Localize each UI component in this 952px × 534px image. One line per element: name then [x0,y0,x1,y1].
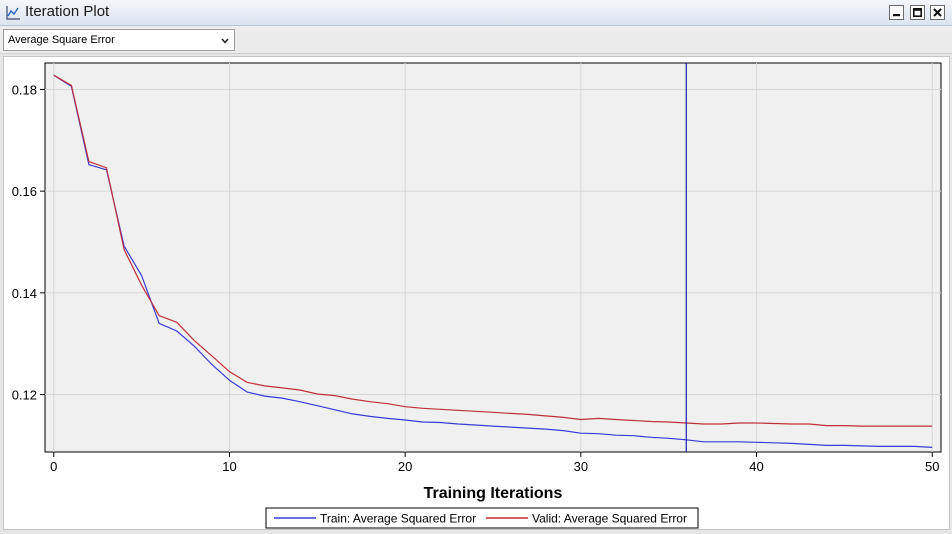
minimize-button[interactable] [889,5,904,20]
series-lines [53,74,933,448]
close-icon [933,8,942,17]
x-tick-label: 40 [749,459,763,474]
toolbar: Average Square Error [0,26,952,54]
y-tick-label: 0.18 [12,82,37,97]
y-tick-label: 0.14 [12,286,37,301]
line-chart-icon [6,6,20,20]
iteration-plot-panel: 0.12 0.14 0.16 0.18 0 10 20 30 40 50 Training Ite… [3,56,950,530]
minimize-icon [893,14,900,17]
iteration-plot-chart: 0.12 0.14 0.16 0.18 0 10 20 30 40 50 Training Ite… [12,62,942,529]
series-line-train [53,74,933,448]
window-titlebar: Iteration Plot [0,0,952,26]
x-axis-label: Training Iterations [424,485,563,502]
legend-label: Train: Average Squared Error [320,512,476,526]
y-tick-label: 0.12 [12,388,37,403]
x-tick-label: 50 [925,459,939,474]
series-line-valid [53,74,933,427]
legend: Train: Average Squared Error Valid: Avera… [265,507,699,529]
x-tick-label: 10 [222,459,236,474]
statistic-select[interactable]: Average Square Error [3,29,235,51]
y-tick-label: 0.16 [12,184,37,199]
legend-label: Valid: Average Squared Error [532,512,687,526]
maximize-icon [912,7,923,18]
x-tick-label: 20 [398,459,412,474]
chevron-down-icon [221,38,229,44]
close-button[interactable] [930,5,945,20]
maximize-button[interactable] [910,5,925,20]
x-tick-label: 0 [50,459,57,474]
window-title: Iteration Plot [25,3,110,20]
statistic-select-value: Average Square Error [8,34,115,46]
axis-ticks: 0.12 0.14 0.16 0.18 0 10 20 30 40 50 [12,82,940,474]
legend-box [265,507,699,529]
x-tick-label: 30 [574,459,588,474]
grid-lines [45,63,941,452]
plot-area [44,62,942,453]
